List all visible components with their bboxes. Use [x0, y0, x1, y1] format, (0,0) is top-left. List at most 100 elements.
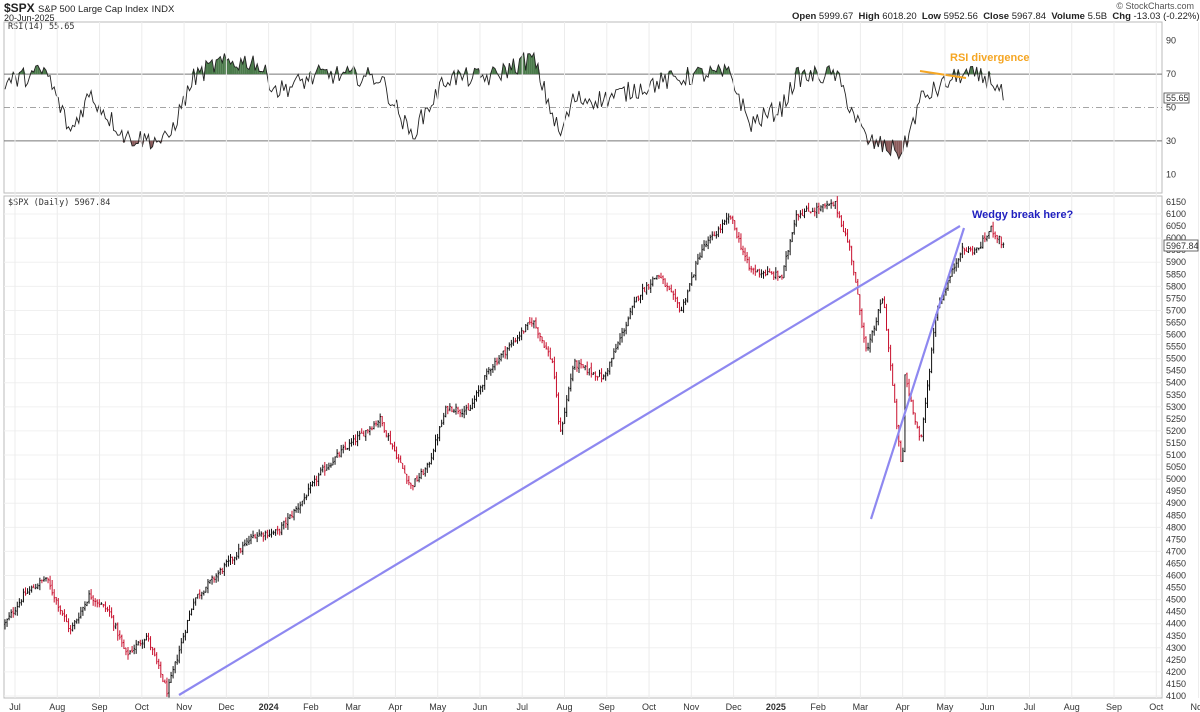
price-tick-label: 4200 [1166, 667, 1186, 677]
price-tick-label: 4450 [1166, 607, 1186, 617]
open-value: 5999.67 [818, 11, 854, 22]
exchange: INDX [151, 4, 175, 15]
rsi-overbought-fill [970, 66, 973, 75]
rsi-overbought-fill [324, 69, 327, 75]
price-label: $SPX (Daily) 5967.84 [8, 198, 110, 208]
price-tick-label: 5900 [1166, 257, 1186, 267]
price-tick-label: 5800 [1166, 281, 1186, 291]
rsi-overbought-fill [474, 68, 477, 75]
price-tick-label: 4300 [1166, 643, 1186, 653]
price-tick-label: 5750 [1166, 293, 1186, 303]
rsi-overbought-fill [796, 67, 799, 75]
x-tick-label: Sep [599, 702, 615, 712]
rsi-overbought-fill [228, 58, 231, 75]
price-tick-label: 4900 [1166, 498, 1186, 508]
rsi-overbought-fill [699, 68, 702, 75]
price-tick-label: 5850 [1166, 269, 1186, 279]
rsi-oversold-fill [902, 140, 905, 152]
rsi-label: RSI(14) 55.65 [8, 22, 75, 32]
x-tick-label: Dec [726, 702, 743, 712]
high-label: High [858, 11, 880, 22]
x-tick-label: Feb [810, 702, 826, 712]
rsi-oversold-fill [894, 140, 897, 153]
price-tick-label: 4700 [1166, 546, 1186, 556]
rsi-overbought-fill [232, 61, 235, 75]
rsi-overbought-fill [236, 67, 239, 75]
price-tick-label: 4500 [1166, 595, 1186, 605]
close-value: 5967.84 [1011, 11, 1047, 22]
close-label: Close [983, 11, 1010, 22]
rsi-overbought-fill [695, 67, 698, 75]
rsi-overbought-fill [827, 65, 830, 75]
x-tick-label: Mar [853, 702, 869, 712]
x-tick-label: Nov [176, 702, 193, 712]
price-layer [4, 196, 1005, 698]
x-tick-label: Oct [135, 702, 150, 712]
rsi-overbought-fill [210, 59, 213, 75]
rsi-overbought-fill [669, 70, 672, 75]
rsi-oversold-fill [898, 140, 901, 159]
rsi-overbought-fill [218, 56, 221, 75]
rsi-overbought-fill [535, 63, 538, 75]
rsi-overbought-fill [318, 65, 321, 75]
low-label: Low [921, 11, 941, 22]
rsi-oversold-fill [888, 140, 891, 156]
rsi-overbought-fill [222, 53, 225, 75]
ohlc-readout: Open 5999.67 High 6018.20 Low 5952.56 Cl… [792, 11, 1200, 22]
rsi-oversold-fill [132, 140, 135, 146]
price-tick-label: 4250 [1166, 655, 1186, 665]
price-tick-label: 6150 [1166, 197, 1186, 207]
x-tick-label: Jun [980, 702, 995, 712]
rsi-tick-label: 10 [1166, 169, 1176, 179]
short-trendline [869, 227, 966, 520]
rsi-overbought-fill [527, 53, 530, 75]
price-tick-label: 5050 [1166, 462, 1186, 472]
rsi-overbought-fill [251, 55, 254, 75]
rsi-divergence-annotation: RSI divergence [950, 52, 1029, 64]
price-tick-label: 5650 [1166, 317, 1186, 327]
rsi-overbought-fill [529, 53, 532, 75]
volume-value: 5.5B [1087, 11, 1108, 22]
chart-date: 20-Jun-2025 [4, 13, 55, 23]
price-tick-label: 4100 [1166, 691, 1186, 701]
price-tick-label: 5100 [1166, 450, 1186, 460]
rsi-overbought-fill [259, 71, 262, 75]
open-label: Open [792, 11, 817, 22]
price-tick-label: 5450 [1166, 366, 1186, 376]
rsi-value-tag: 55.65 [1166, 93, 1189, 103]
x-tick-label: Feb [303, 702, 319, 712]
rsi-overbought-fill [37, 65, 40, 75]
rsi-overbought-fill [43, 67, 46, 75]
price-tick-label: 5500 [1166, 354, 1186, 364]
rsi-overbought-fill [531, 53, 534, 75]
price-tick-label: 4150 [1166, 679, 1186, 689]
high-value: 6018.20 [882, 11, 917, 22]
x-tick-label: Oct [642, 702, 657, 712]
price-tick-label: 4550 [1166, 583, 1186, 593]
rsi-divergence-line [919, 70, 967, 79]
brand-credit: © StockCharts.com [1116, 1, 1194, 11]
price-tick-label: 5000 [1166, 474, 1186, 484]
rsi-overbought-fill [712, 70, 715, 75]
rsi-overbought-fill [31, 70, 34, 75]
price-tick-label: 6000 [1166, 233, 1186, 243]
rsi-overbought-fill [697, 67, 700, 75]
price-panel-frame [3, 195, 1163, 699]
rsi-overbought-fill [726, 66, 729, 75]
rsi-overbought-fill [234, 66, 237, 75]
x-tick-label: Mar [345, 702, 361, 712]
price-tick-label: 4800 [1166, 522, 1186, 532]
rsi-overbought-fill [242, 55, 245, 75]
x-tick-label: Dec [218, 702, 235, 712]
price-grid: 4100 4150 4200 4250 4300 4350 4400 4450 4500 4550… [4, 197, 1186, 701]
x-tick-label: 2024 [259, 702, 279, 712]
x-tick-label: Nov [683, 702, 700, 712]
x-tick-label: May [429, 702, 447, 712]
rsi-overbought-fill [216, 58, 219, 75]
price-tick-label: 4750 [1166, 534, 1186, 544]
price-tick-label: 5350 [1166, 390, 1186, 400]
rsi-value-box [1163, 92, 1190, 104]
rsi-line [4, 51, 1004, 160]
rsi-oversold-fill [886, 140, 889, 153]
